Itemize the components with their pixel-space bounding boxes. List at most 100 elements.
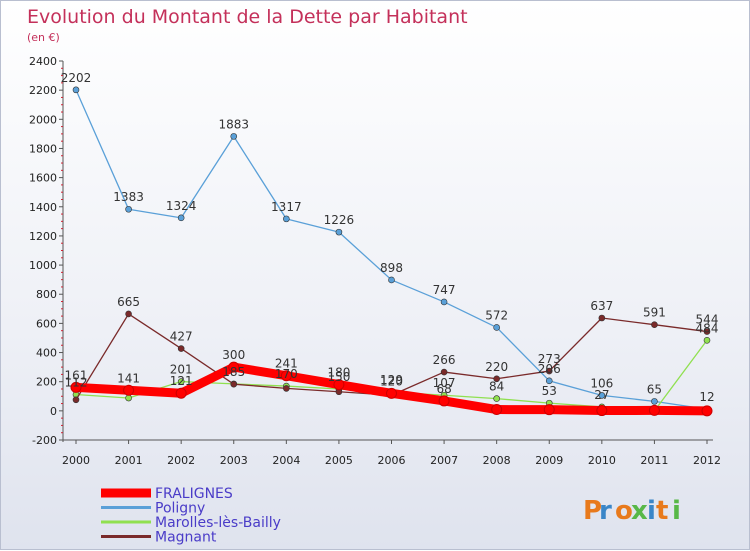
data-label: 107 (433, 376, 456, 390)
x-tick-label: 2010 (588, 454, 616, 467)
y-tick-label: 2200 (29, 84, 57, 97)
data-label: 1383 (113, 190, 144, 204)
data-label: 120 (380, 374, 403, 388)
x-tick-label: 2002 (167, 454, 195, 467)
proxiti-logo: Pr ox i t i (583, 496, 681, 526)
data-point (125, 310, 132, 318)
x-tick-label: 2011 (640, 454, 668, 467)
logo-letter: r (599, 496, 612, 526)
chart-title: Evolution du Montant de la Dette par Hab… (27, 6, 468, 28)
data-label: 1226 (324, 213, 355, 227)
data-point (493, 375, 500, 383)
data-label: 427 (170, 330, 193, 344)
logo-letter: P (583, 496, 602, 526)
data-point (388, 276, 395, 284)
y-tick-label: 1400 (29, 201, 57, 214)
data-point (440, 298, 448, 306)
data-label: 637 (590, 299, 613, 313)
data-point (651, 398, 658, 405)
data-label: 201 (170, 363, 193, 377)
data-point (228, 361, 240, 373)
data-label: 180 (327, 366, 350, 380)
data-label: 141 (117, 371, 140, 385)
logo-letter: x (631, 496, 648, 526)
x-tick-label: 2012 (693, 454, 721, 467)
x-tick-label: 2000 (62, 454, 90, 467)
data-label: 12 (699, 390, 714, 404)
data-point (545, 367, 553, 375)
y-tick-label: -200 (32, 434, 57, 447)
data-point (230, 380, 238, 388)
data-label: 84 (489, 380, 504, 394)
data-label: 273 (538, 352, 561, 366)
data-labels: 161 141 121 300 241 180 120 68 2202 1383 1324 1883 1… (61, 71, 719, 404)
x-tick-label: 2005 (325, 454, 353, 467)
series-lines (70, 86, 713, 417)
data-label: 106 (590, 376, 613, 390)
y-tick-label: 0 (50, 405, 57, 418)
legend-label: Marolles-lès-Bailly (155, 515, 281, 531)
data-point (491, 404, 503, 416)
data-label: 112 (65, 376, 88, 390)
x-tick-label: 2003 (220, 454, 248, 467)
y-tick-label: 1000 (29, 259, 57, 272)
series-line-1 (75, 89, 708, 410)
x-tick-label: 2009 (535, 454, 563, 467)
data-label: 1317 (271, 200, 302, 214)
data-label: 27 (594, 388, 609, 402)
data-label: 1324 (166, 199, 197, 213)
y-tick-label: 400 (36, 347, 57, 360)
data-label: 121 (170, 374, 193, 388)
data-point (545, 377, 553, 385)
data-label: 53 (542, 384, 557, 398)
x-tick-label: 2008 (483, 454, 511, 467)
data-point (596, 405, 608, 417)
axes: -200 0 200 400 600 800 1000 1200 1400 1600 1800 200… (29, 55, 721, 467)
data-point (175, 387, 187, 399)
data-point (70, 381, 82, 393)
y-tick-label: 1800 (29, 142, 57, 155)
data-label: 129 (380, 373, 403, 387)
data-label: 898 (380, 261, 403, 275)
data-point (543, 404, 555, 416)
data-label: 544 (696, 313, 719, 327)
chart-subtitle: (en €) (27, 31, 60, 44)
data-point (177, 345, 185, 352)
logo-letter: o (615, 496, 633, 526)
y-tick-label: 1200 (29, 230, 57, 243)
data-label: 170 (275, 367, 298, 381)
x-tick-label: 2004 (272, 454, 300, 467)
data-label: 161 (65, 368, 88, 382)
data-point (230, 133, 238, 140)
data-point (598, 314, 606, 322)
legend-label: Magnant (155, 530, 217, 546)
y-tick-label: 2000 (29, 113, 57, 126)
data-label: 484 (696, 321, 719, 335)
x-tick-label: 2001 (115, 454, 143, 467)
data-point (703, 328, 711, 335)
data-point (72, 396, 80, 404)
data-point (283, 385, 290, 392)
data-point (125, 394, 132, 402)
y-tick-label: 1600 (29, 172, 57, 185)
legend: FRALIGNESPolignyMarolles-lès-BaillyMagna… (101, 486, 281, 546)
data-label: 65 (647, 382, 662, 396)
y-tick-label: 2400 (29, 55, 57, 68)
data-point (598, 392, 606, 399)
legend-label: FRALIGNES (155, 486, 233, 502)
data-point (386, 387, 397, 399)
data-point (438, 395, 450, 407)
y-tick-label: 600 (36, 317, 57, 330)
data-label: 572 (485, 308, 508, 322)
data-point (123, 384, 135, 396)
data-point (703, 336, 711, 344)
logo-letter: t (656, 496, 668, 526)
data-point (177, 214, 185, 222)
logo-letter: i (672, 496, 681, 526)
data-point (493, 324, 500, 331)
data-label: 185 (222, 365, 245, 379)
x-tick-label: 2007 (430, 454, 458, 467)
data-point (651, 321, 658, 328)
